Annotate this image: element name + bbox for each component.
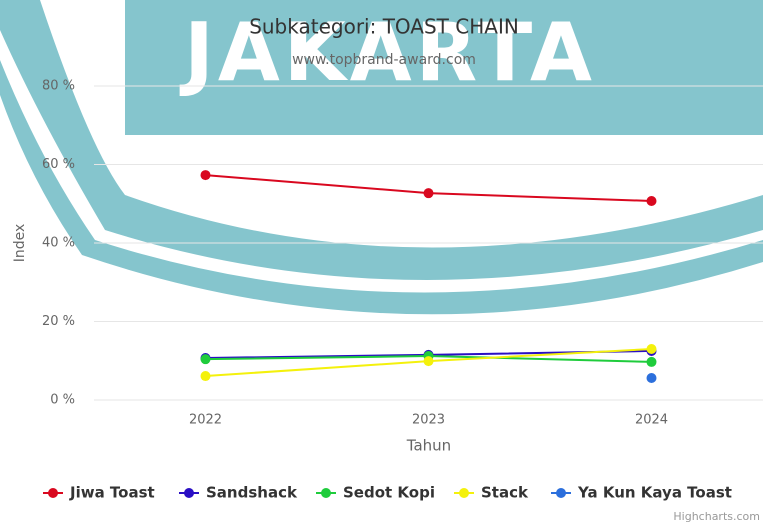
legend-label: Sedot Kopi xyxy=(343,484,435,502)
legend-symbol xyxy=(556,488,566,498)
data-point xyxy=(647,344,657,354)
chart: JAKARTA Subkategori: TOAST CHAIN www.top… xyxy=(0,0,763,523)
credits[interactable]: Highcharts.com xyxy=(673,510,760,523)
data-point xyxy=(201,170,211,180)
data-point xyxy=(424,356,434,366)
legend-label: Jiwa Toast xyxy=(69,484,155,502)
data-point xyxy=(647,357,657,367)
legend-label: Stack xyxy=(481,484,529,502)
data-point xyxy=(201,354,211,364)
legend-item[interactable]: Ya Kun Kaya Toast xyxy=(551,484,732,502)
watermark: JAKARTA xyxy=(0,0,763,314)
y-tick-label: 40 % xyxy=(42,236,75,251)
legend-symbol xyxy=(184,488,194,498)
legend-symbol xyxy=(48,488,58,498)
y-tick-label: 80 % xyxy=(42,79,75,94)
y-tick-label: 0 % xyxy=(50,393,75,408)
x-axis-title: Tahun xyxy=(406,437,451,455)
legend-label: Sandshack xyxy=(206,484,298,502)
y-tick-label: 60 % xyxy=(42,157,75,172)
chart-title: Subkategori: TOAST CHAIN xyxy=(249,15,519,39)
data-point xyxy=(424,188,434,198)
x-tick-label: 2023 xyxy=(412,413,445,428)
legend-item[interactable]: Sedot Kopi xyxy=(316,484,435,502)
data-point xyxy=(201,371,211,381)
legend-label: Ya Kun Kaya Toast xyxy=(577,484,732,502)
legend-item[interactable]: Stack xyxy=(454,484,529,502)
legend-item[interactable]: Jiwa Toast xyxy=(43,484,155,502)
legend-symbol xyxy=(321,488,331,498)
x-tick-label: 2022 xyxy=(189,413,222,428)
chart-subtitle: www.topbrand-award.com xyxy=(292,52,476,68)
legend-symbol xyxy=(459,488,469,498)
x-tick-label: 2024 xyxy=(635,413,668,428)
y-axis-title: Index xyxy=(12,224,28,263)
data-point xyxy=(647,373,657,383)
legend-item[interactable]: Sandshack xyxy=(179,484,298,502)
y-tick-label: 20 % xyxy=(42,314,75,329)
data-point xyxy=(647,196,657,206)
